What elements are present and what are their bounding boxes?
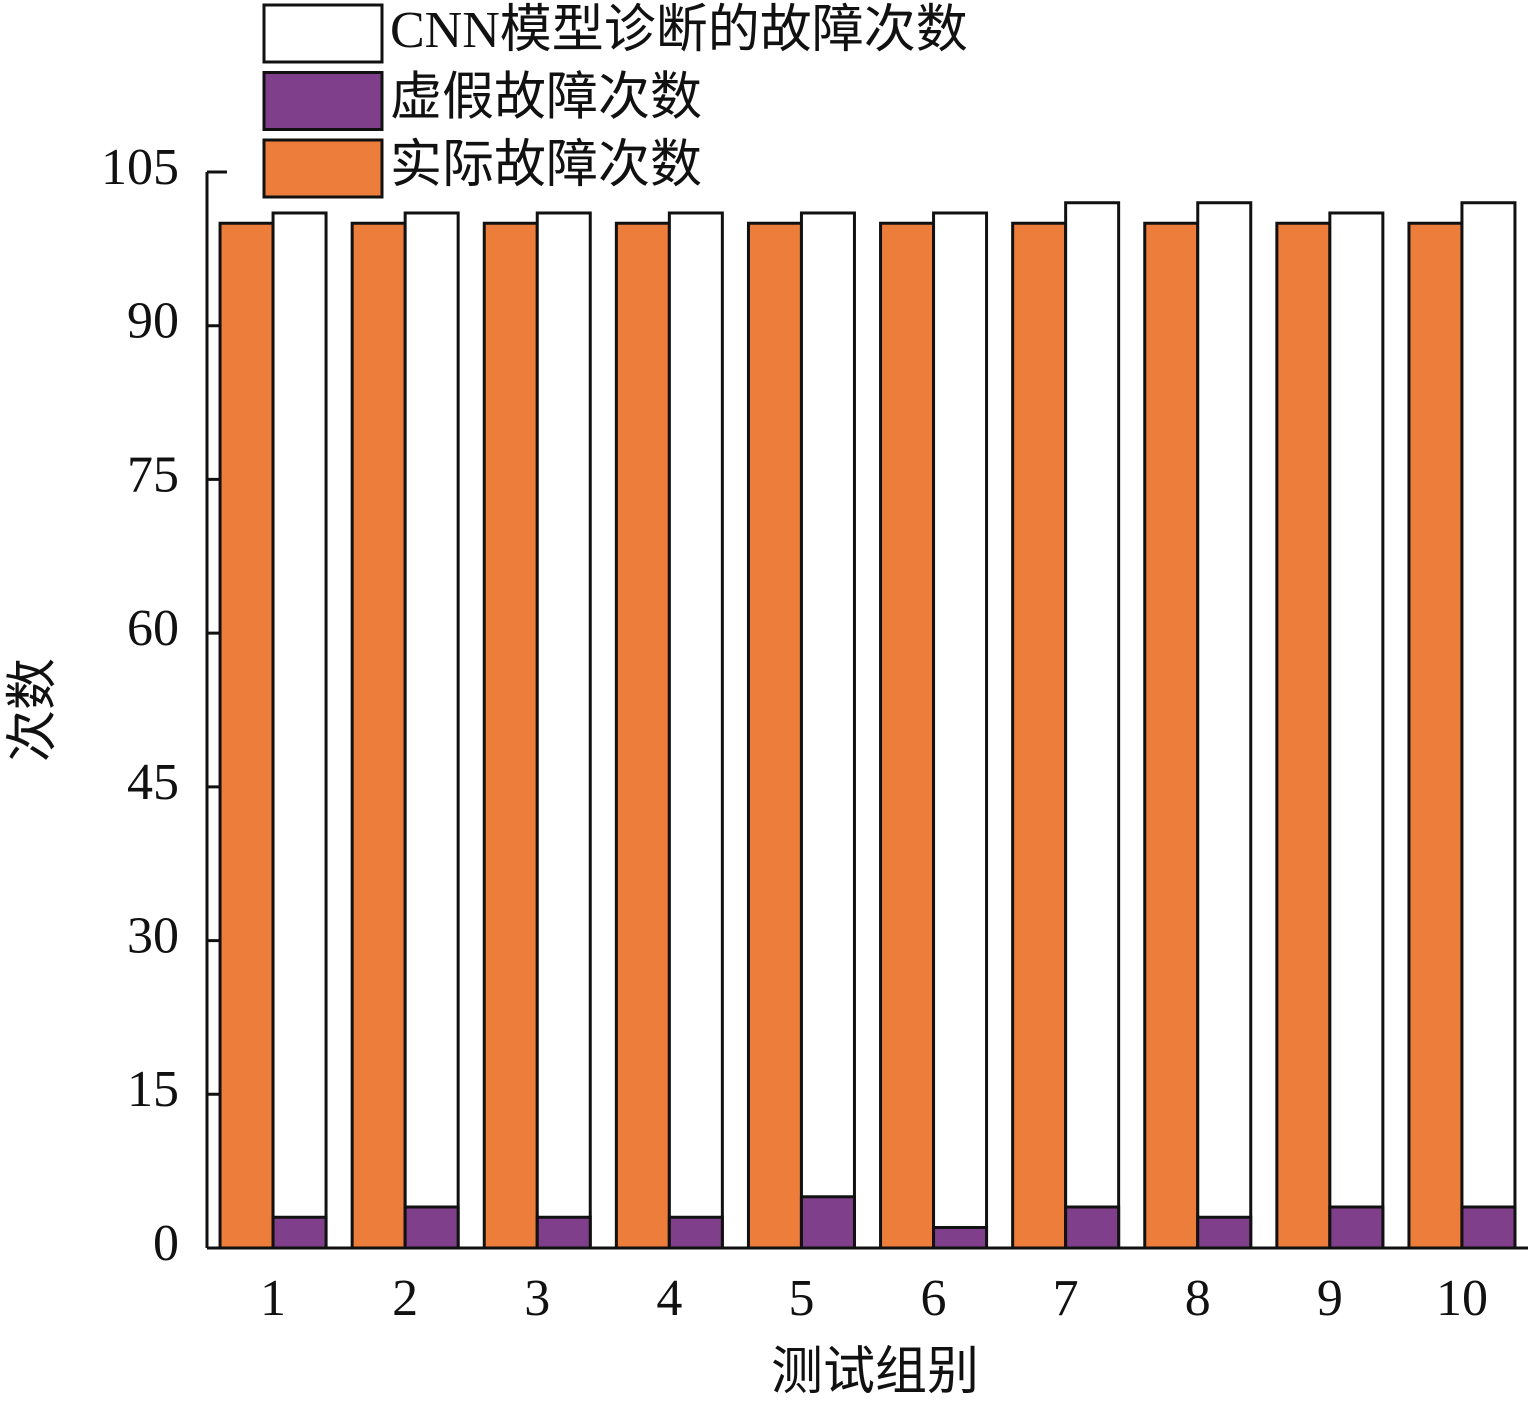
bar bbox=[1196, 201, 1253, 1250]
bar bbox=[1064, 201, 1121, 1250]
bar bbox=[535, 1215, 592, 1250]
bar bbox=[799, 211, 856, 1250]
bar bbox=[350, 221, 407, 1250]
bar bbox=[1460, 1205, 1517, 1250]
y-tick-label: 15 bbox=[127, 1061, 179, 1118]
legend-label: CNN模型诊断的故障次数 bbox=[390, 2, 968, 59]
bar bbox=[667, 1215, 724, 1250]
bar bbox=[879, 221, 936, 1250]
x-tick-label: 3 bbox=[524, 1270, 550, 1327]
x-tick-label: 6 bbox=[921, 1270, 947, 1327]
bar bbox=[932, 211, 989, 1250]
bar bbox=[667, 211, 724, 1250]
x-tick-label: 1 bbox=[260, 1270, 286, 1327]
bar bbox=[218, 221, 275, 1250]
y-tick-label: 0 bbox=[153, 1215, 179, 1272]
x-tick-label: 8 bbox=[1185, 1270, 1211, 1327]
x-tick-label: 7 bbox=[1053, 1270, 1079, 1327]
legend-swatch bbox=[262, 71, 384, 131]
legend-swatch bbox=[262, 138, 384, 199]
y-tick-label: 105 bbox=[101, 139, 179, 196]
y-tick-label: 90 bbox=[127, 293, 179, 350]
bar bbox=[271, 1215, 328, 1250]
bar bbox=[1064, 1205, 1121, 1250]
bar bbox=[614, 221, 671, 1250]
bar bbox=[1460, 201, 1517, 1250]
x-tick-label: 9 bbox=[1317, 1270, 1343, 1327]
x-tick-label: 10 bbox=[1436, 1270, 1488, 1327]
bar bbox=[932, 1226, 989, 1250]
legend-swatch bbox=[262, 3, 384, 64]
legend-label: 虚假故障次数 bbox=[390, 69, 702, 126]
x-tick-label: 5 bbox=[788, 1270, 814, 1327]
bar bbox=[535, 211, 592, 1250]
x-axis-label: 测试组别 bbox=[771, 1344, 979, 1401]
bar bbox=[799, 1195, 856, 1250]
bar bbox=[1011, 221, 1068, 1250]
bar bbox=[1328, 211, 1385, 1250]
bar bbox=[403, 1205, 460, 1250]
bar bbox=[746, 221, 803, 1250]
x-tick-label: 4 bbox=[656, 1270, 682, 1327]
y-axis-label: 次数 bbox=[5, 658, 62, 762]
bar bbox=[482, 221, 539, 1250]
bar bbox=[271, 211, 328, 1250]
y-tick-label: 60 bbox=[127, 600, 179, 657]
y-tick-label: 75 bbox=[127, 446, 179, 503]
bar bbox=[1196, 1215, 1253, 1250]
bar bbox=[1328, 1205, 1385, 1250]
legend-label: 实际故障次数 bbox=[390, 137, 702, 194]
y-tick-label: 45 bbox=[127, 754, 179, 811]
x-tick-label: 2 bbox=[392, 1270, 418, 1327]
y-tick-label: 30 bbox=[127, 908, 179, 965]
bar bbox=[1143, 221, 1200, 1250]
bar bbox=[1407, 221, 1464, 1250]
bar bbox=[1275, 221, 1332, 1250]
bar bbox=[403, 211, 460, 1250]
